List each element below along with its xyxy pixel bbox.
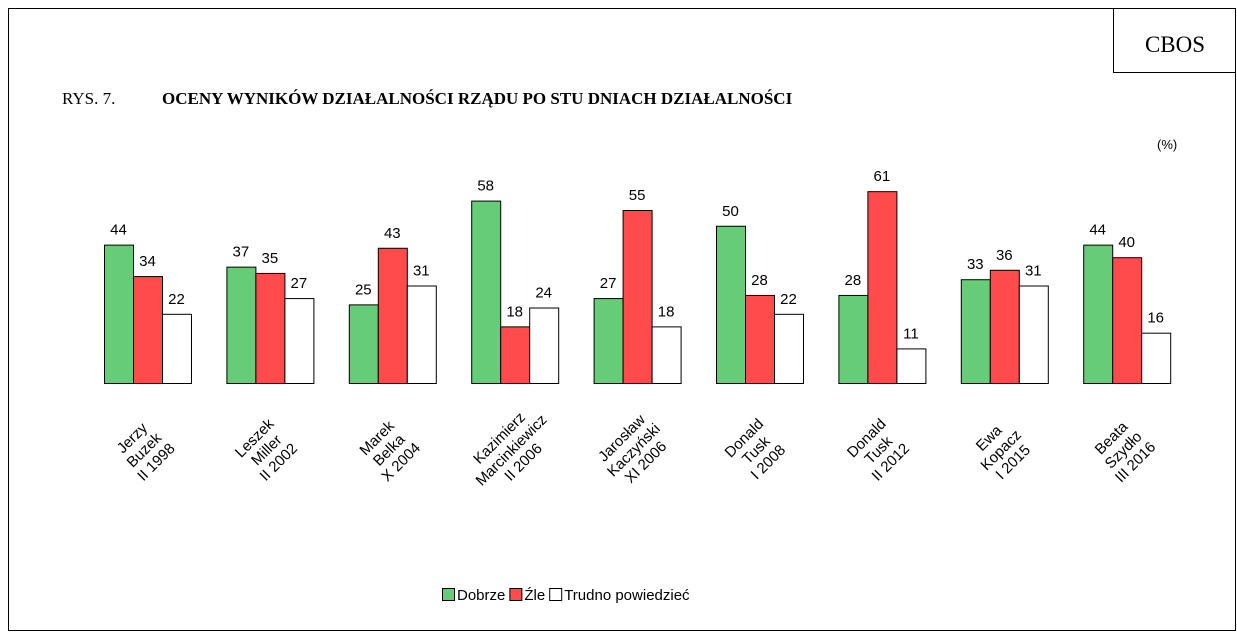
bar: [867, 191, 898, 384]
value-label: 34: [139, 253, 156, 270]
value-label: 18: [658, 303, 675, 320]
legend-label: Dobrze: [457, 587, 505, 604]
bar: [133, 276, 163, 385]
value-label: 28: [751, 272, 768, 289]
value-label: 18: [506, 303, 523, 320]
value-label: 55: [629, 187, 646, 204]
value-label: 40: [1118, 234, 1135, 251]
chart-title: OCENY WYNIKÓW DZIAŁALNOŚCI RZĄDU PO STU …: [162, 89, 793, 108]
value-label: 35: [262, 250, 279, 267]
value-label: 27: [600, 275, 617, 292]
value-label: 58: [477, 178, 494, 195]
bar: [284, 298, 315, 384]
bar: [622, 210, 653, 384]
legend-swatch: [509, 588, 523, 601]
bar: [960, 279, 991, 384]
value-label: 28: [845, 272, 862, 289]
value-label: 43: [384, 225, 401, 242]
value-label: 36: [996, 247, 1013, 264]
bar: [593, 298, 624, 384]
bar: [651, 326, 682, 385]
value-label: 44: [1089, 222, 1106, 239]
value-label: 31: [1025, 263, 1042, 280]
bar: [1141, 332, 1172, 384]
bar: [348, 304, 379, 384]
value-label: 16: [1147, 310, 1164, 327]
value-label: 24: [535, 285, 552, 302]
bar: [1083, 244, 1114, 384]
bar: [745, 294, 775, 384]
bar: [716, 225, 746, 384]
bar: [255, 272, 286, 384]
value-label: 22: [168, 291, 185, 308]
value-label: 33: [967, 256, 984, 273]
bar: [774, 313, 804, 384]
bar: [377, 247, 408, 384]
value-label: 25: [355, 281, 372, 298]
bar: [500, 326, 531, 385]
value-label: 44: [110, 222, 127, 239]
legend-label: Trudno powiedzieć: [564, 587, 690, 604]
bar: [1018, 285, 1049, 385]
bar: [471, 200, 502, 384]
value-label: 27: [291, 275, 308, 292]
value-label: 50: [722, 203, 739, 220]
value-label: 11: [903, 325, 919, 342]
source-box: [1113, 8, 1236, 73]
figure-label: RYS. 7.: [62, 89, 115, 108]
bar: [1112, 257, 1143, 385]
bar: [896, 348, 927, 384]
frame: [8, 8, 1236, 631]
legend-swatch: [549, 588, 563, 601]
legend-swatch: [442, 588, 455, 601]
bar: [529, 307, 560, 384]
value-label: 61: [874, 168, 891, 185]
bar: [838, 294, 869, 384]
value-label: 31: [413, 263, 430, 280]
bar: [104, 244, 134, 384]
value-label: 37: [233, 244, 250, 261]
unit-label: (%): [1157, 137, 1177, 152]
bar: [162, 313, 192, 384]
bar: [989, 269, 1020, 384]
bar: [406, 285, 437, 385]
value-label: 22: [780, 291, 797, 308]
source: CBOS: [1145, 32, 1205, 57]
bar: [226, 266, 257, 385]
legend-label: Źle: [524, 587, 545, 604]
